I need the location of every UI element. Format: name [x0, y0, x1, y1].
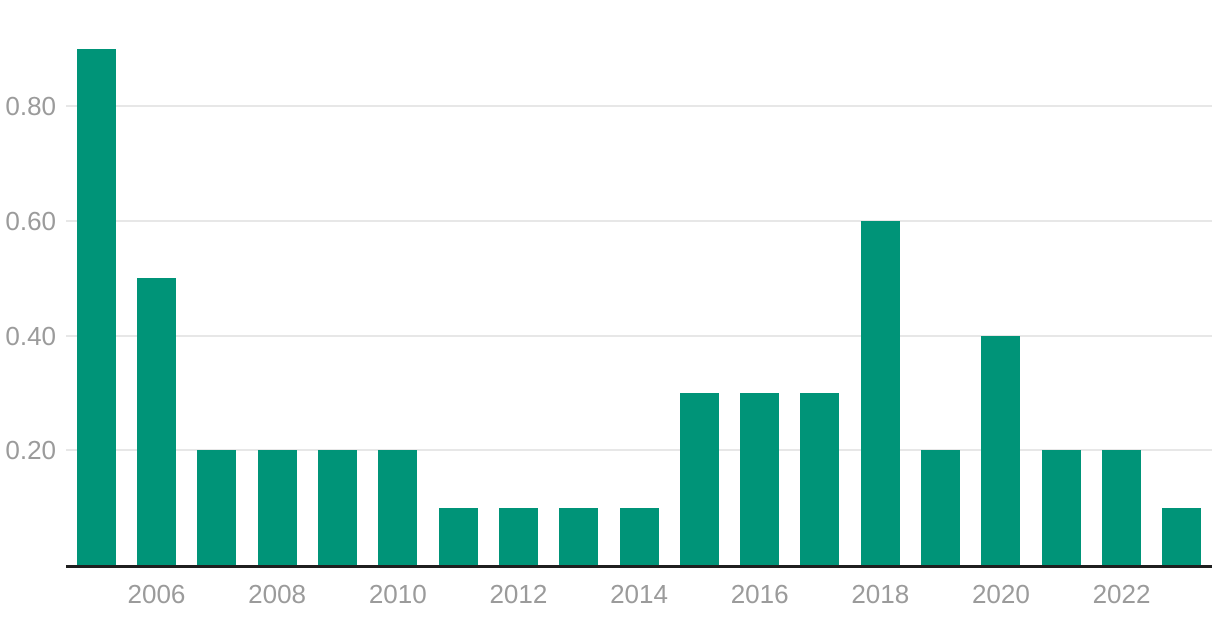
bar-2016[interactable]: [740, 392, 780, 565]
bar-2005[interactable]: [76, 48, 116, 565]
y-axis-tick-label: 0.80: [5, 91, 56, 122]
x-axis-tick-label: 2010: [368, 579, 427, 609]
bar-2020[interactable]: [981, 335, 1021, 565]
bar-2013[interactable]: [559, 507, 599, 565]
y-axis-tick-label: 0.60: [5, 205, 56, 236]
gridline: [66, 449, 1212, 452]
bar-2015[interactable]: [679, 392, 719, 565]
x-axis-line: [66, 565, 1212, 568]
bar-2014[interactable]: [619, 507, 659, 565]
x-axis-tick-label: 2022: [1092, 579, 1151, 609]
y-axis-tick-label: 0.40: [5, 320, 56, 351]
x-axis-tick-label: 2006: [127, 579, 186, 609]
y-axis: 0.20 0.40 0.60 0.80: [0, 0, 56, 565]
x-axis-tick-label: 2018: [851, 579, 910, 609]
bar-2023[interactable]: [1162, 507, 1202, 565]
bar-2006[interactable]: [136, 278, 176, 565]
x-axis-tick-label: 2016: [730, 579, 789, 609]
plot-area: [66, 0, 1212, 565]
gridline: [66, 219, 1212, 222]
bar-2009[interactable]: [317, 450, 357, 565]
bar-2007[interactable]: [197, 450, 237, 565]
bar-2008[interactable]: [257, 450, 297, 565]
bar-2021[interactable]: [1041, 450, 1081, 565]
bar-2019[interactable]: [921, 450, 961, 565]
x-axis-tick-label: 2008: [248, 579, 307, 609]
x-axis-tick-label: 2014: [610, 579, 668, 609]
gridline: [66, 105, 1212, 108]
gridline: [66, 334, 1212, 337]
x-axis: 2006 2008 2010 2012 2014 2016 2018 2020 2022: [0, 579, 1220, 619]
bar-2010[interactable]: [378, 450, 418, 565]
bar-2012[interactable]: [498, 507, 538, 565]
bar-2018[interactable]: [860, 220, 900, 565]
y-axis-tick-label: 0.20: [5, 435, 56, 466]
bar-2022[interactable]: [1102, 450, 1142, 565]
x-axis-tick-label: 2012: [489, 579, 548, 609]
x-axis-tick-label: 2020: [971, 579, 1030, 609]
bar-2017[interactable]: [800, 392, 840, 565]
bar-2011[interactable]: [438, 507, 478, 565]
